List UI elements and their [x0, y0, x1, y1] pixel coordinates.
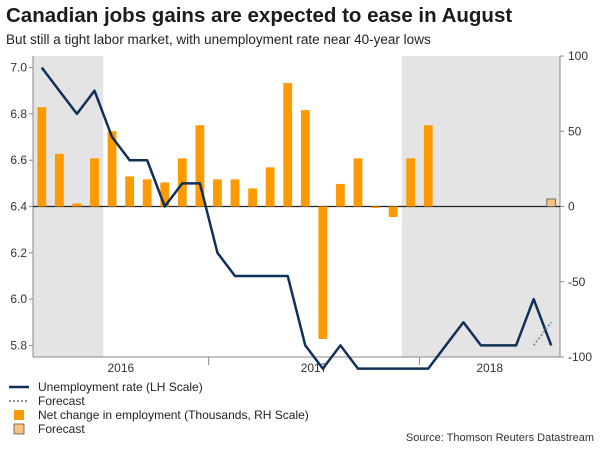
year-label: 2016 — [107, 361, 134, 375]
employment-bar — [160, 182, 170, 207]
legend-dotted-swatch — [9, 400, 29, 402]
year-label: 2018 — [476, 361, 503, 375]
legend-label: Forecast — [38, 422, 85, 436]
employment-bar — [230, 179, 240, 207]
forecast-bar — [546, 198, 557, 207]
employment-bar — [72, 203, 82, 207]
right-tick-label: -50 — [568, 275, 586, 289]
right-tick-label: 100 — [568, 49, 588, 63]
legend-label: Net change in employment (Thousands, RH … — [38, 408, 309, 422]
left-tick-label: 6.8 — [10, 107, 27, 121]
right-tick-label: 50 — [568, 124, 582, 138]
employment-bar — [213, 179, 222, 207]
employment-bar — [423, 125, 433, 207]
unemployment-line — [40, 66, 553, 370]
left-tick-label: 6.2 — [10, 246, 27, 260]
employment-bar — [388, 206, 398, 218]
employment-bar — [371, 206, 380, 209]
legend-forecast-bar-swatch — [13, 423, 25, 435]
legend-label: Forecast — [38, 394, 85, 408]
employment-bar — [54, 153, 64, 207]
employment-bar — [37, 107, 47, 207]
employment-bar — [265, 167, 275, 207]
employment-bar — [107, 131, 117, 207]
left-tick-label: 7.0 — [10, 61, 27, 75]
left-tick-label: 6.4 — [10, 200, 27, 214]
employment-bar — [248, 188, 257, 207]
left-tick-label: 5.8 — [10, 338, 27, 352]
left-tick-label: 6.6 — [10, 153, 27, 167]
employment-bar — [90, 158, 99, 207]
legend-label: Unemployment rate (LH Scale) — [38, 380, 203, 394]
employment-bar — [353, 158, 363, 207]
employment-bar — [300, 110, 310, 207]
right-tick-label: 0 — [568, 200, 575, 214]
employment-bar — [195, 125, 205, 207]
employment-bar — [336, 183, 345, 207]
chart-subtitle: But still a tight labor market, with une… — [6, 32, 431, 47]
left-tick-label: 6.0 — [10, 292, 27, 306]
source-note: Source: Thomson Reuters Datastream — [405, 432, 594, 444]
legend-line-swatch — [9, 385, 29, 389]
employment-bar — [283, 83, 293, 207]
right-tick-label: -100 — [568, 350, 592, 364]
employment-bar — [406, 158, 416, 207]
chart: 5.8 6.0 6.2 6.4 6.6 6.8 7.0 -100 -50 0 50 100 2016 20… — [10, 49, 592, 375]
forecast-line — [532, 321, 553, 347]
employment-bar — [125, 176, 135, 207]
employment-bar — [142, 179, 152, 207]
chart-title: Canadian jobs gains are expected to ease… — [6, 4, 513, 27]
legend-bar-swatch — [14, 410, 24, 420]
employment-bar — [318, 206, 328, 339]
